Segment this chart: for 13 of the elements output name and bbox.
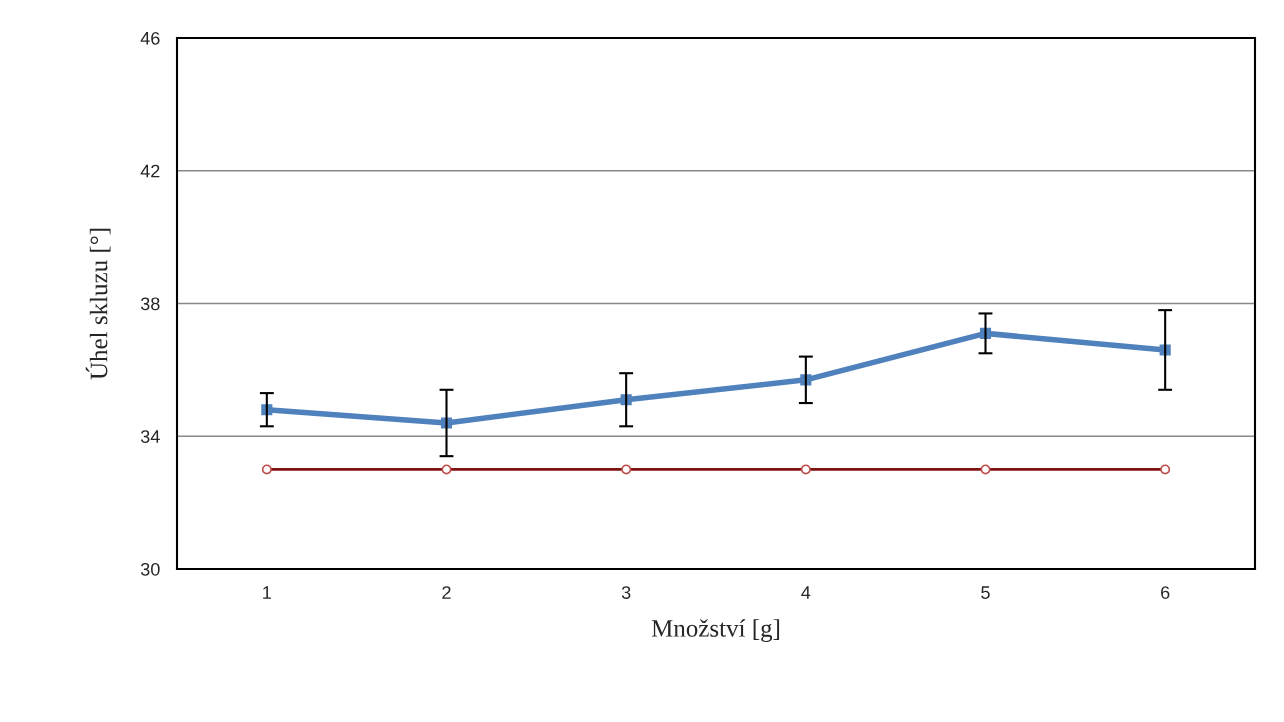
x-tick-label: 2 [442, 586, 451, 599]
y-tick-label: 38 [140, 297, 160, 311]
x-axis-title: Množství [g] [651, 619, 780, 642]
x-tick-label: 3 [621, 586, 631, 599]
y-tick-label: 30 [140, 562, 160, 576]
y-axis-title: Úhel skluzu [°] [85, 228, 111, 380]
x-tick-label: 6 [1161, 586, 1170, 599]
x-tick-label: 4 [801, 586, 811, 599]
y-tick-label: 42 [140, 164, 160, 178]
y-tick-label: 34 [140, 430, 160, 443]
x-tick-label: 1 [263, 586, 271, 599]
x-tick-label: 5 [981, 586, 990, 599]
y-tick-label: 46 [140, 31, 160, 45]
